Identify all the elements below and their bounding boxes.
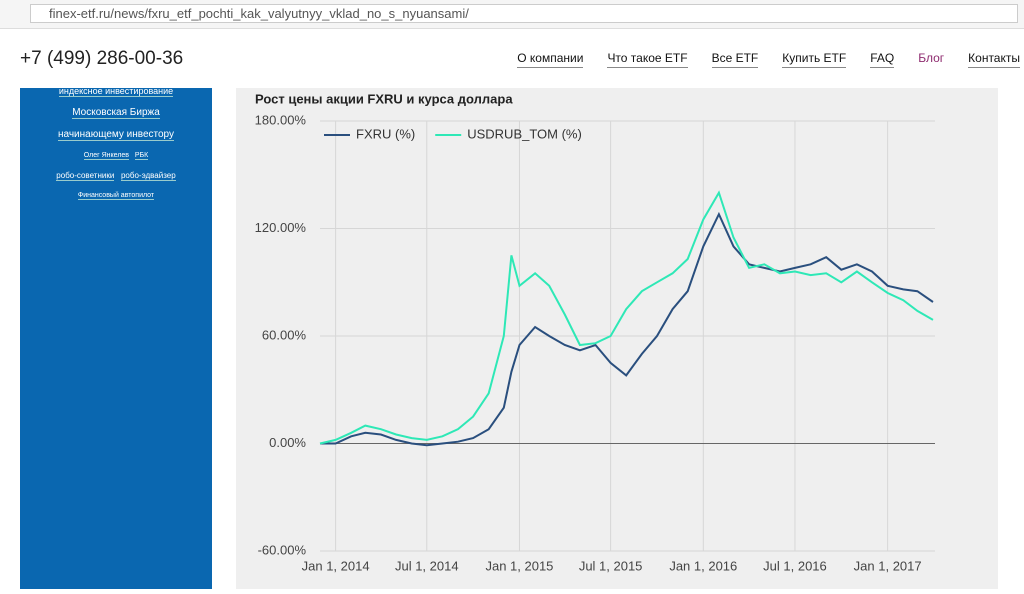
x-tick-label: Jan 1, 2017: [854, 558, 922, 573]
legend-label: USDRUB_TOM (%): [467, 126, 582, 141]
line: [320, 211, 934, 447]
chart-title: Рост цены акции FXRU и курса доллара: [255, 91, 513, 106]
tag[interactable]: Финансовый автопилот: [77, 192, 155, 200]
tag[interactable]: робо-советники: [56, 171, 115, 181]
tag[interactable]: индексное инвестирование: [58, 88, 174, 97]
nav-link[interactable]: О компании: [517, 51, 584, 68]
x-tick-label: Jul 1, 2014: [395, 558, 459, 573]
nav-link[interactable]: Купить ETF: [782, 51, 847, 68]
browser-bar: finex-etf.ru/news/fxru_etf_pochti_kak_va…: [0, 0, 1024, 29]
tag[interactable]: начинающему инвестору: [57, 129, 175, 141]
tag[interactable]: Московская Биржа: [72, 107, 160, 119]
phone[interactable]: +7 (499) 286-00-36: [20, 48, 184, 69]
x-tick-label: Jul 1, 2015: [579, 558, 643, 573]
nav: О компании Что такое ETF Все ETF Купить …: [517, 51, 1020, 68]
y-tick-label: 180.00%: [255, 112, 307, 127]
nav-link[interactable]: Что такое ETF: [607, 51, 688, 68]
x-tick-label: Jul 1, 2016: [763, 558, 827, 573]
y-tick-label: 60.00%: [262, 327, 307, 342]
x-tick-label: Jan 1, 2016: [669, 558, 737, 573]
chart-container: Рост цены акции FXRU и курса доллара -60…: [236, 88, 998, 589]
y-tick-label: 120.00%: [255, 220, 307, 235]
legend-label: FXRU (%): [356, 126, 415, 141]
y-tick-label: 0.00%: [269, 435, 306, 450]
nav-link[interactable]: Блог: [918, 51, 945, 65]
nav-link[interactable]: FAQ: [870, 51, 895, 68]
nav-link[interactable]: Все ETF: [711, 51, 759, 68]
chart: Рост цены акции FXRU и курса доллара -60…: [255, 91, 935, 573]
sidebar: индексное инвестирование Московская Бирж…: [20, 88, 212, 589]
y-tick-label: -60.00%: [258, 542, 307, 557]
x-tick-label: Jan 1, 2014: [302, 558, 370, 573]
address-bar[interactable]: finex-etf.ru/news/fxru_etf_pochti_kak_va…: [30, 4, 1018, 23]
line: [319, 190, 934, 445]
tag[interactable]: робо-эдвайзер: [120, 171, 176, 181]
tag[interactable]: Олег Янкелев: [83, 152, 130, 160]
x-tick-label: Jan 1, 2015: [485, 558, 553, 573]
tag[interactable]: РБК: [134, 152, 149, 160]
nav-link[interactable]: Контакты: [968, 51, 1020, 68]
